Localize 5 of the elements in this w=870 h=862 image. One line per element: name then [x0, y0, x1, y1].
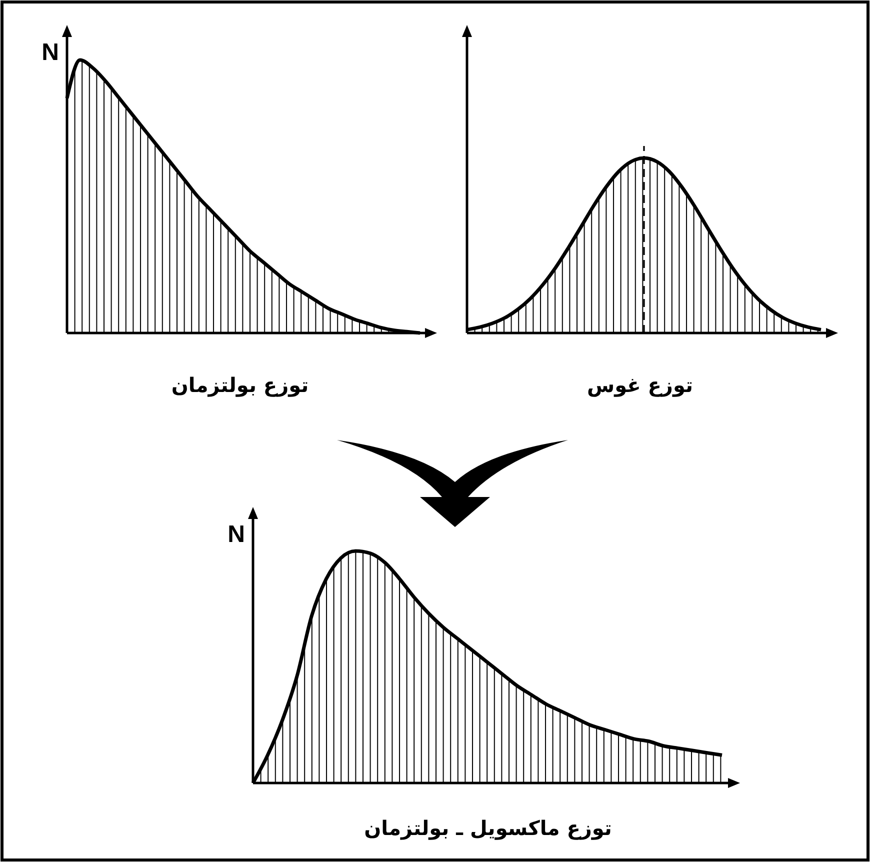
text: توزع بولتزمان — [171, 373, 309, 397]
text: توزع غوس — [587, 373, 693, 397]
y-axis-title: N — [228, 521, 245, 548]
text: توزع ماكسويل ـ بولتزمان — [364, 816, 612, 840]
y-axis-title: N — [42, 39, 59, 66]
